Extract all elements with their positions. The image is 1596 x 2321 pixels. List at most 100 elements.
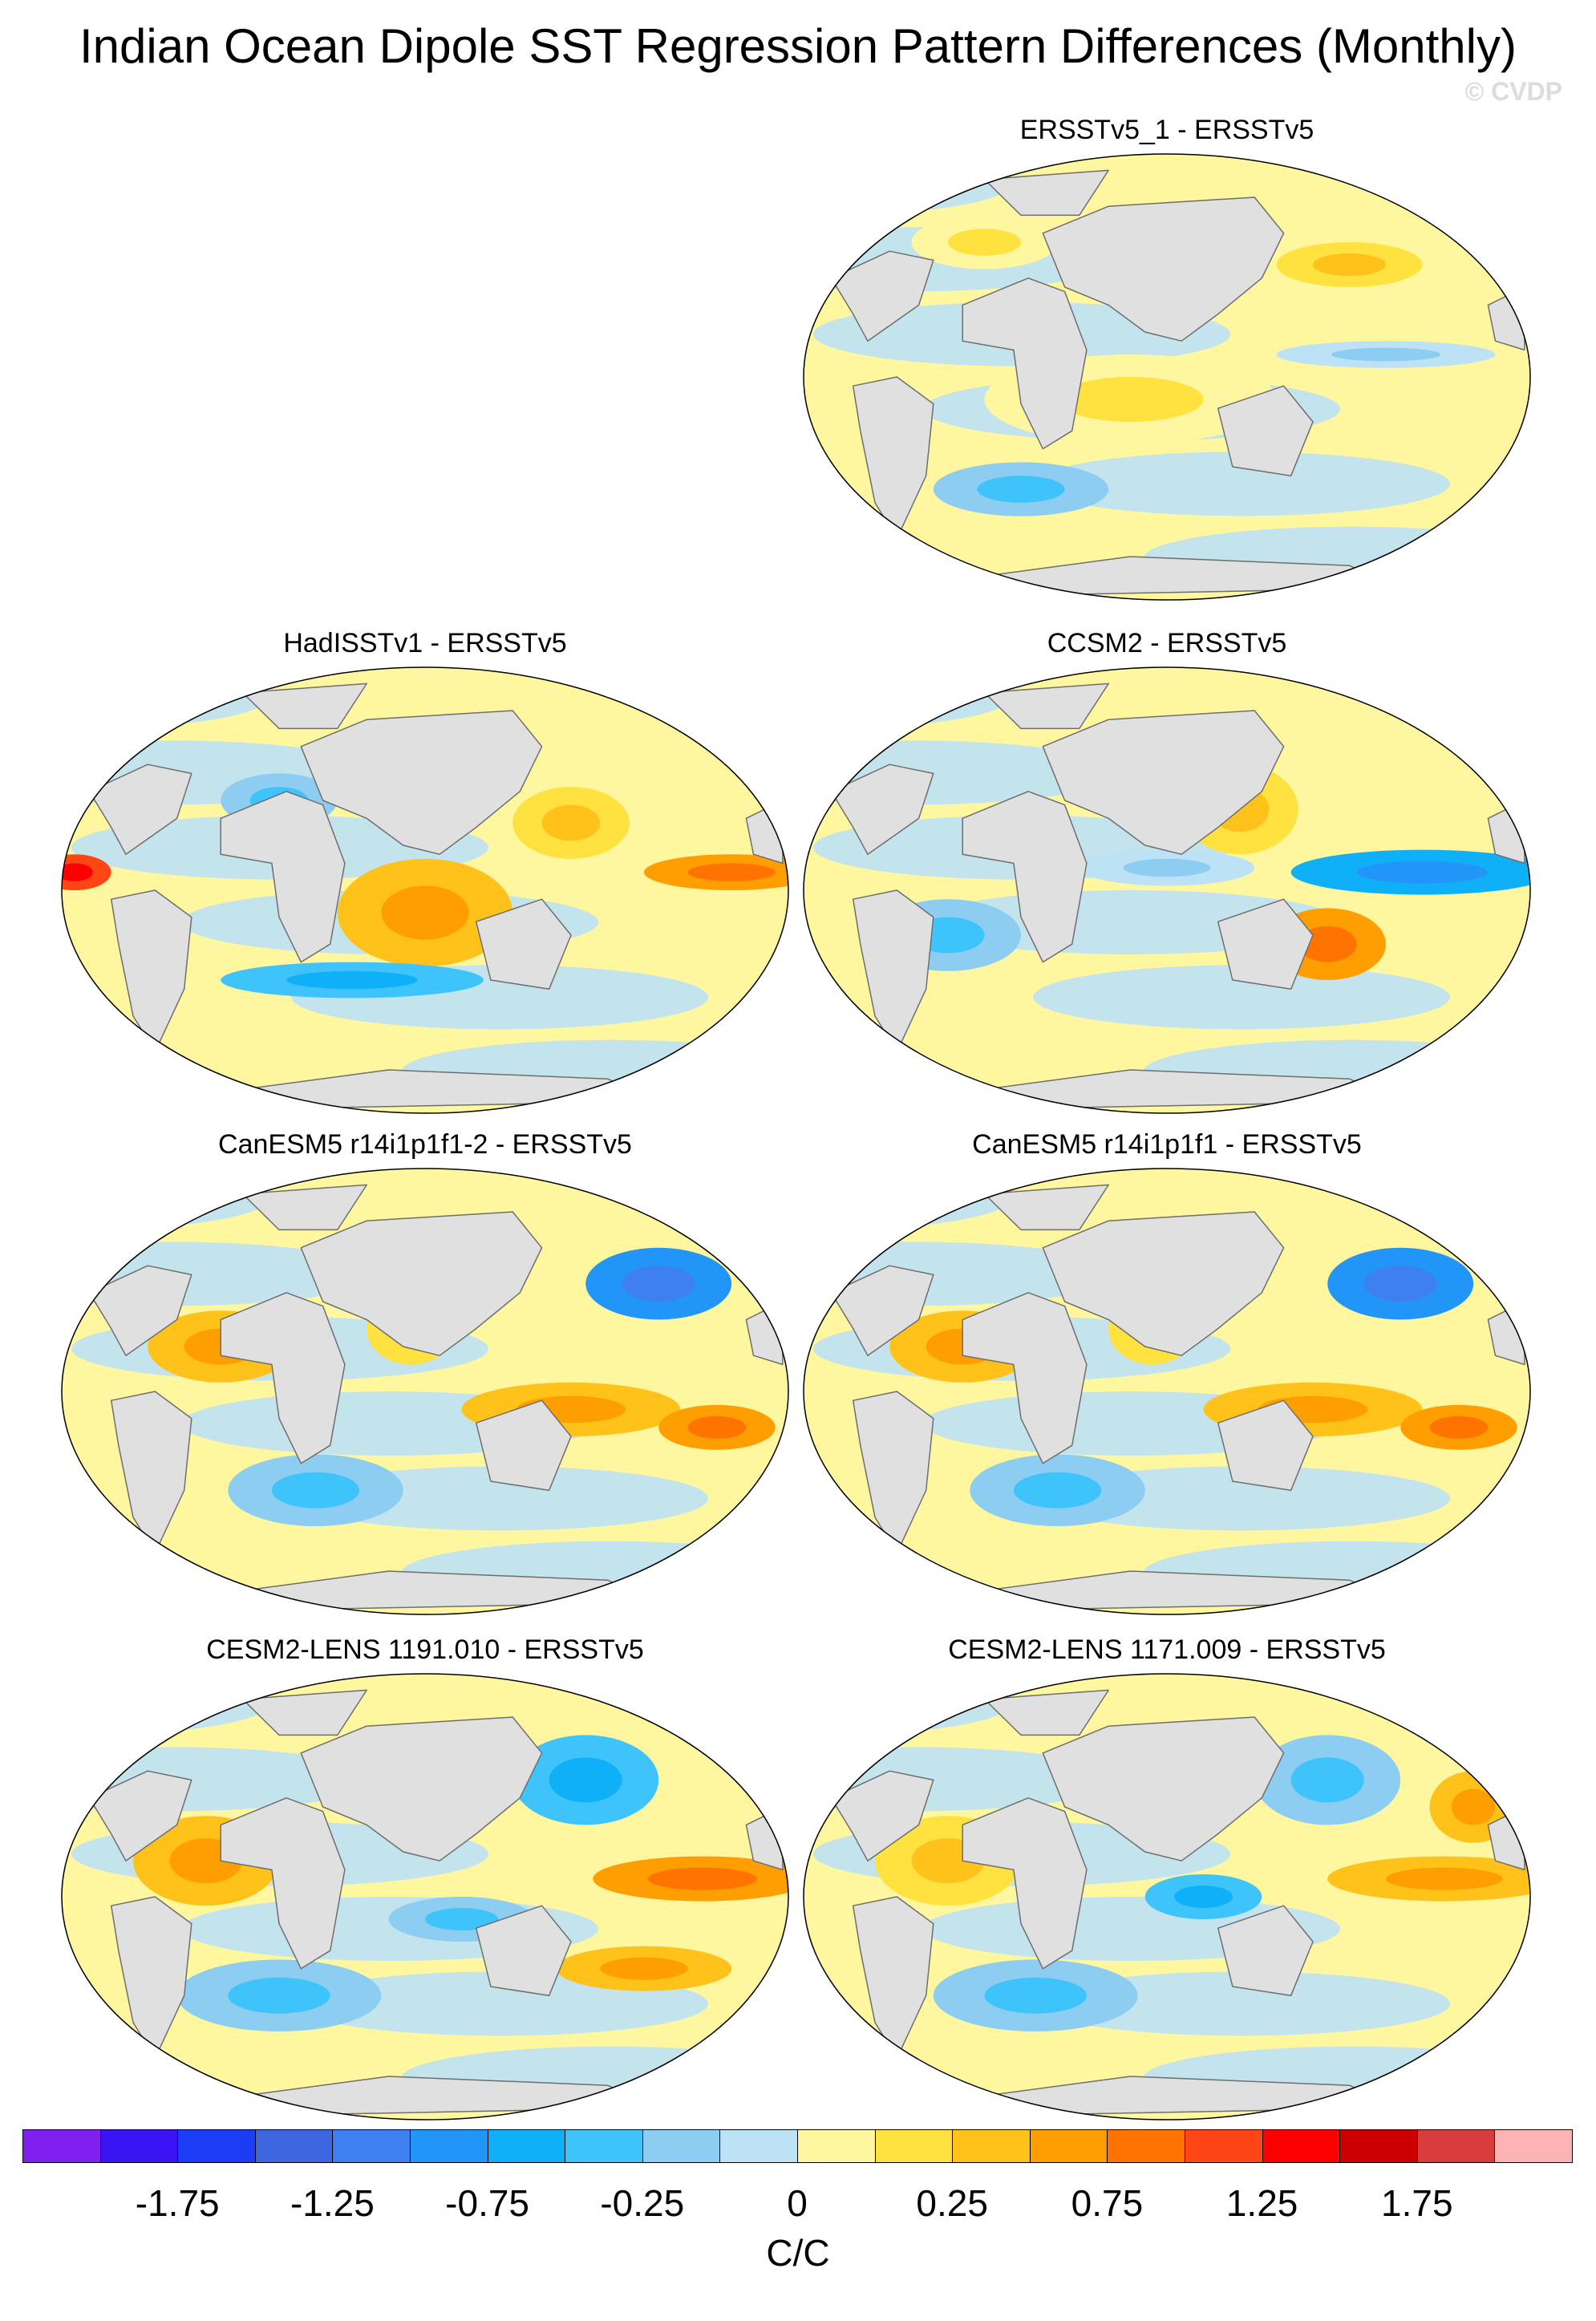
- colorbar-swatch: [1185, 2129, 1263, 2163]
- sst-regression-map: [803, 153, 1531, 601]
- colorbar-swatch: [332, 2129, 411, 2163]
- colorbar-swatch: [565, 2129, 643, 2163]
- map-field: [804, 1169, 1530, 1614]
- continent: [1217, 1905, 1314, 1996]
- sst-anomaly-core: [549, 1757, 622, 1803]
- map-border: [803, 666, 1531, 1114]
- sst-regression-map: [61, 666, 789, 1114]
- colorbar-swatch: [719, 2129, 798, 2163]
- sst-anomaly-core: [286, 970, 418, 990]
- sst-anomaly-core: [381, 885, 469, 940]
- figure-title: Indian Ocean Dipole SST Regression Patte…: [79, 19, 1517, 73]
- map-border: [803, 1168, 1531, 1615]
- continent: [983, 683, 1109, 730]
- continent: [1217, 1399, 1314, 1491]
- sst-regression-map: [61, 1673, 789, 2120]
- continent: [830, 1770, 934, 1861]
- continent: [983, 1689, 1109, 1736]
- sst-anomaly-core: [622, 1266, 695, 1302]
- colorbar-swatch: [1494, 2129, 1573, 2163]
- continent: [983, 1184, 1109, 1231]
- continent: [220, 1797, 346, 1970]
- continent: [241, 1689, 367, 1736]
- continent: [830, 1265, 934, 1356]
- sst-anomaly-core: [271, 1472, 360, 1509]
- sst-anomaly-core: [1290, 1757, 1364, 1803]
- continent: [300, 1211, 543, 1356]
- sst-anomaly-core: [1174, 1886, 1233, 1908]
- continent: [852, 1391, 934, 1554]
- continent: [1217, 385, 1314, 476]
- map-border: [803, 1673, 1531, 2120]
- map-panel-canesm5-r14i1p1f1: CanESM5 r14i1p1f1 - ERSSTv5: [802, 1127, 1532, 1616]
- map-panel-ccsm2: CCSM2 - ERSSTv5: [802, 626, 1532, 1115]
- continent: [110, 889, 192, 1053]
- colorbar-units: C/C: [766, 2232, 830, 2274]
- colorbar-swatch: [99, 2129, 179, 2163]
- continent: [1042, 1716, 1285, 1861]
- sst-anomaly-core: [1386, 1867, 1503, 1890]
- sst-anomaly-core: [1123, 858, 1211, 877]
- panel-title: CanESM5 r14i1p1f1-2 - ERSSTv5: [218, 1129, 632, 1160]
- continent: [220, 791, 346, 963]
- panel-title: CanESM5 r14i1p1f1 - ERSSTv5: [972, 1129, 1362, 1160]
- panel-title: CCSM2 - ERSSTv5: [1047, 628, 1287, 658]
- sst-anomaly-core: [62, 863, 93, 881]
- colorbar-swatch: [177, 2129, 256, 2163]
- colorbar-swatch: [642, 2129, 721, 2163]
- sst-anomaly-core: [228, 1977, 330, 2014]
- panel-title: CESM2-LENS 1171.009 - ERSSTv5: [948, 1634, 1386, 1665]
- continent: [852, 376, 934, 540]
- continent: [220, 1292, 346, 1464]
- sst-anomaly-core: [1451, 1788, 1496, 1825]
- map-border: [61, 1673, 789, 2120]
- map-panel-hadisstv1: HadISSTv1 - ERSSTv5: [60, 626, 790, 1115]
- colorbar-tick-label: 0.75: [1071, 2182, 1144, 2224]
- map-field: [62, 667, 788, 1113]
- continent: [110, 1391, 192, 1554]
- panel-title: ERSSTv5_1 - ERSSTv5: [1019, 115, 1314, 145]
- map-field: [62, 1674, 788, 2120]
- colorbar-swatch: [874, 2129, 954, 2163]
- continent: [300, 710, 543, 855]
- sst-anomaly-core: [1313, 253, 1386, 276]
- sst-anomaly-core: [541, 804, 601, 841]
- continent: [962, 1292, 1088, 1464]
- sst-anomaly-core: [1429, 1416, 1489, 1439]
- colorbar-tick-label: 1.75: [1381, 2182, 1453, 2224]
- continent: [1042, 196, 1285, 342]
- continent: [88, 764, 192, 855]
- sst-anomaly-core: [948, 229, 1021, 256]
- sst-band: [1033, 1971, 1450, 2036]
- colorbar: [22, 2129, 1573, 2163]
- sst-anomaly-core: [425, 1908, 498, 1930]
- continent: [241, 1184, 367, 1231]
- sst-anomaly-core: [984, 1977, 1087, 2014]
- map-field: [62, 1169, 788, 1614]
- map-border: [61, 1168, 789, 1615]
- continent: [300, 1716, 543, 1861]
- sst-anomaly-core: [977, 476, 1065, 503]
- sst-anomaly-core: [1356, 861, 1489, 884]
- colorbar-swatch: [487, 2129, 566, 2163]
- continent: [962, 1797, 1088, 1970]
- colorbar-tick-label: -1.75: [135, 2182, 220, 2224]
- colorbar-tick-label: -1.25: [290, 2182, 375, 2224]
- colorbar-swatch: [1262, 2129, 1341, 2163]
- cvdp-watermark: © CVDP: [1464, 77, 1562, 106]
- map-border: [61, 666, 789, 1114]
- colorbar-swatch: [797, 2129, 876, 2163]
- colorbar-tick-label: -0.25: [600, 2182, 685, 2224]
- continent: [475, 1905, 572, 1996]
- colorbar-swatch: [22, 2129, 101, 2163]
- continent: [475, 898, 572, 990]
- colorbar-swatch: [1416, 2129, 1496, 2163]
- sst-anomaly-core: [1013, 1472, 1102, 1509]
- sst-regression-map: [803, 666, 1531, 1114]
- continent: [1042, 1211, 1285, 1356]
- sst-anomaly-core: [1363, 1266, 1437, 1302]
- continent: [962, 791, 1088, 963]
- sst-anomaly-core: [600, 1957, 688, 1980]
- colorbar-swatch: [1029, 2129, 1108, 2163]
- continent: [830, 764, 934, 855]
